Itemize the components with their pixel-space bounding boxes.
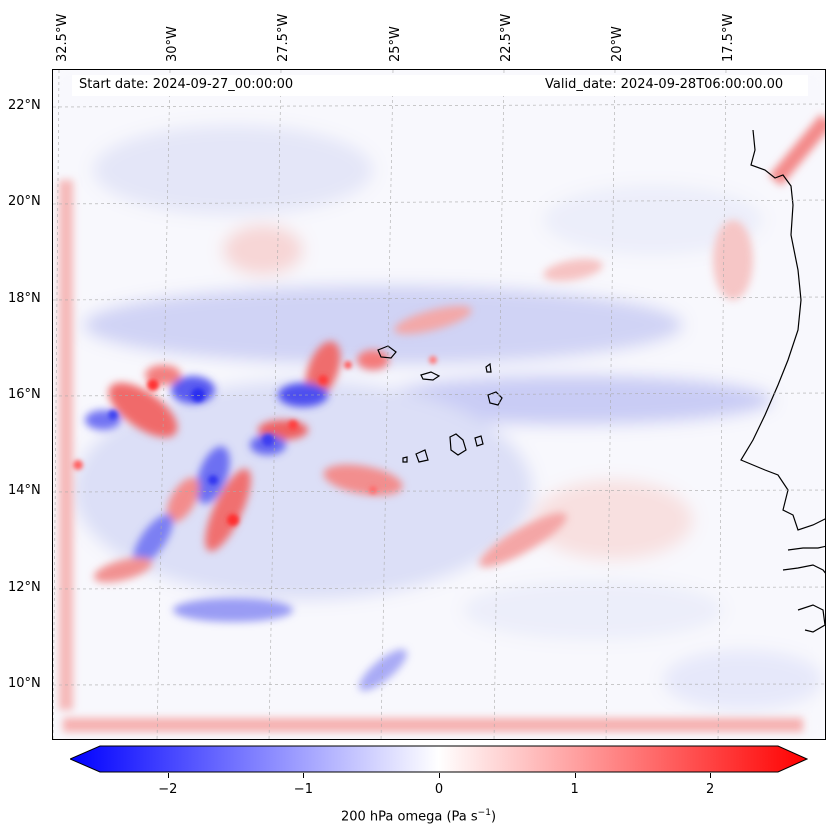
- lat-label: 16°N: [8, 387, 41, 402]
- colorbar-tick: [439, 773, 440, 778]
- broad-field: [53, 70, 825, 739]
- lon-label: 22.5°W: [499, 13, 514, 62]
- lat-label: 10°N: [8, 676, 41, 691]
- lat-label: 22°N: [8, 98, 41, 113]
- lon-label: 30°W: [165, 26, 180, 62]
- colorbar-tick-label: 2: [706, 782, 715, 797]
- lon-label: 17.5°W: [721, 13, 736, 62]
- colorbar-tick: [167, 773, 169, 778]
- boundary-artifacts: [59, 114, 825, 732]
- valid-date-label: Valid_date: 2024-09-28T06:00:00.00: [545, 77, 784, 92]
- lon-label: 27.5°W: [276, 13, 291, 62]
- lon-label: 32.5°W: [55, 13, 70, 62]
- colorbar-tick: [574, 773, 576, 778]
- colorbar: [70, 745, 808, 773]
- graticule: [53, 70, 825, 739]
- lon-label: 25°W: [388, 26, 403, 62]
- lat-label: 12°N: [8, 580, 41, 595]
- colorbar-tick-label: 0: [434, 782, 444, 797]
- colorbar-tick-label: −2: [158, 782, 178, 797]
- lon-label: 20°W: [610, 26, 625, 62]
- omega-field: [53, 70, 825, 739]
- lat-label: 20°N: [8, 194, 41, 209]
- colorbar-tick: [303, 773, 305, 778]
- map-panel: [52, 69, 826, 740]
- colorbar-label: 200 hPa omega (Pa s−1): [340, 808, 497, 825]
- colorbar-tick: [710, 773, 712, 778]
- colorbar-gradient: [70, 745, 808, 773]
- lat-label: 18°N: [8, 291, 41, 306]
- start-date-label: Start date: 2024-09-27_00:00:00: [79, 77, 294, 92]
- colorbar-tick-label: 1: [570, 782, 579, 797]
- fine-structures: [73, 356, 437, 526]
- coastlines: [377, 129, 825, 633]
- lat-label: 14°N: [8, 483, 41, 498]
- date-banner: [72, 75, 808, 96]
- colorbar-tick-label: −1: [293, 782, 313, 797]
